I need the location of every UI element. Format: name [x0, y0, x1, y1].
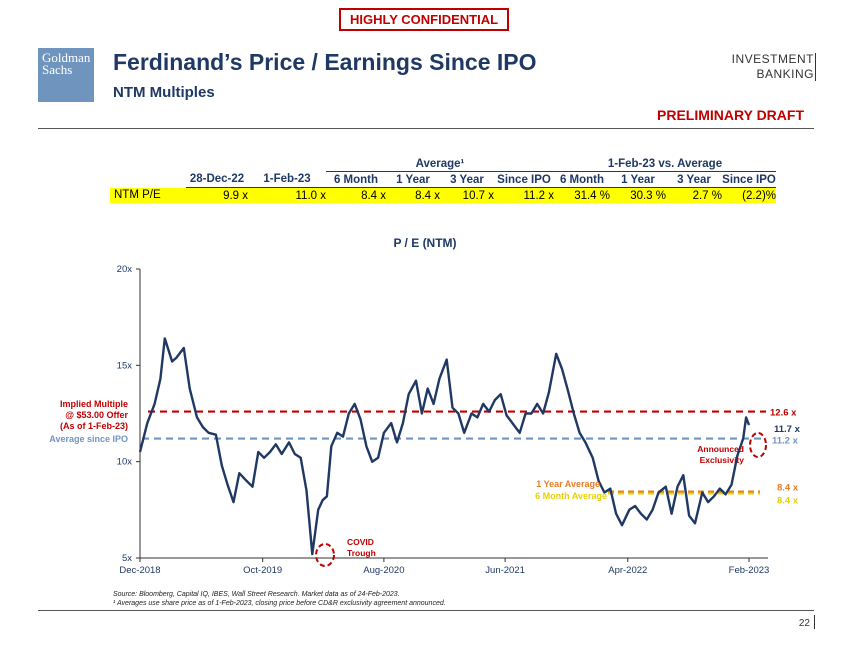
page-divider	[814, 615, 815, 629]
table-cell: 11.2 x	[494, 187, 554, 203]
page-number: 22	[798, 618, 810, 629]
y-tick-label: 20x	[117, 264, 133, 275]
exclusivity-label-line2: Exclusivity	[700, 455, 745, 465]
covid-label-line2: Trough	[347, 548, 376, 558]
col-header: 6 Month	[326, 171, 386, 188]
implied-multiple-value: 12.6 x	[770, 408, 797, 419]
multiples-table: Average¹ 1-Feb-23 vs. Average 28-Dec-22 …	[110, 156, 776, 203]
table-row: NTM P/E 9.9 x 11.0 x 8.4 x 8.4 x 10.7 x …	[110, 187, 776, 203]
footnote-line: ¹ Averages use share price as of 1-Feb-2…	[113, 600, 446, 607]
one-year-average-value: 8.4 x	[777, 482, 799, 493]
y-tick-label: 10x	[117, 457, 133, 468]
exclusivity-circle	[749, 432, 767, 458]
confidential-banner: HIGHLY CONFIDENTIAL	[339, 8, 509, 31]
one-year-average-label: 1 Year Average	[536, 479, 600, 489]
logo-line2: Sachs	[42, 62, 73, 77]
average-since-ipo-label: Average since IPO	[49, 434, 128, 444]
source-line: Source: Bloomberg, Capital IQ, IBES, Wal…	[113, 591, 400, 598]
division-label: INVESTMENT BANKING	[732, 52, 814, 82]
exclusivity-label-line1: Announced	[697, 444, 744, 454]
division-line2: BANKING	[756, 67, 814, 81]
logo-line1: Goldman	[42, 50, 91, 65]
six-month-average-label: 6 Month Average	[535, 491, 607, 501]
y-tick-label: 15x	[117, 360, 133, 371]
page-title: Ferdinand’s Price / Earnings Since IPO	[113, 49, 537, 75]
col-header: 3 Year	[666, 171, 722, 188]
header-rule	[38, 128, 814, 129]
draft-label: PRELIMINARY DRAFT	[657, 107, 804, 123]
group-vs-header: 1-Feb-23 vs. Average	[554, 156, 776, 172]
col-header: 1 Year	[386, 171, 440, 188]
table-cell: 8.4 x	[326, 187, 386, 203]
footer-rule	[38, 610, 814, 611]
table-cell: (2.2)%	[722, 187, 776, 203]
table-cell: 9.9 x	[186, 187, 248, 203]
covid-trough-circle	[315, 543, 335, 567]
col-header: 3 Year	[440, 171, 494, 188]
average-since-ipo-value: 11.2 x	[772, 436, 799, 447]
table-cell: 10.7 x	[440, 187, 494, 203]
col-header: 1 Year	[610, 171, 666, 188]
covid-label-line1: COVID	[347, 537, 374, 547]
pe-series-line	[138, 337, 751, 556]
col-header: Since IPO	[722, 171, 776, 188]
implied-label-line2: @ $53.00 Offer	[65, 410, 128, 420]
table-cell: 31.4 %	[554, 187, 610, 203]
division-line1: INVESTMENT	[731, 52, 814, 66]
col-header: 28-Dec-22	[186, 171, 248, 188]
table-cell: 2.7 %	[666, 187, 722, 203]
current-value: 11.7 x	[774, 424, 801, 435]
col-header: Since IPO	[494, 171, 554, 188]
page-subtitle: NTM Multiples	[113, 84, 215, 101]
implied-label-line1: Implied Multiple	[60, 399, 128, 409]
implied-label-line3: (As of 1-Feb-23)	[60, 421, 128, 431]
y-tick-label: 5x	[122, 553, 132, 564]
x-tick-label: Feb-2023	[729, 565, 770, 576]
table-cell: 30.3 %	[610, 187, 666, 203]
goldman-sachs-logo: Goldman Sachs	[38, 48, 94, 102]
table-cell: 11.0 x	[248, 187, 326, 203]
table-cell: 8.4 x	[386, 187, 440, 203]
group-average-header: Average¹	[326, 156, 554, 172]
x-tick-label: Apr-2022	[608, 565, 647, 576]
source-note: Source: Bloomberg, Capital IQ, IBES, Wal…	[113, 590, 446, 608]
x-tick-label: Dec-2018	[119, 565, 160, 576]
x-tick-label: Aug-2020	[363, 565, 404, 576]
col-header: 6 Month	[554, 171, 610, 188]
row-label: NTM P/E	[110, 187, 186, 203]
x-tick-label: Oct-2019	[243, 565, 282, 576]
x-tick-label: Jun-2021	[485, 565, 525, 576]
col-header: 1-Feb-23	[248, 171, 326, 188]
division-divider	[815, 53, 816, 81]
six-month-average-value: 8.4 x	[777, 495, 799, 506]
chart-title: P / E (NTM)	[393, 236, 457, 250]
